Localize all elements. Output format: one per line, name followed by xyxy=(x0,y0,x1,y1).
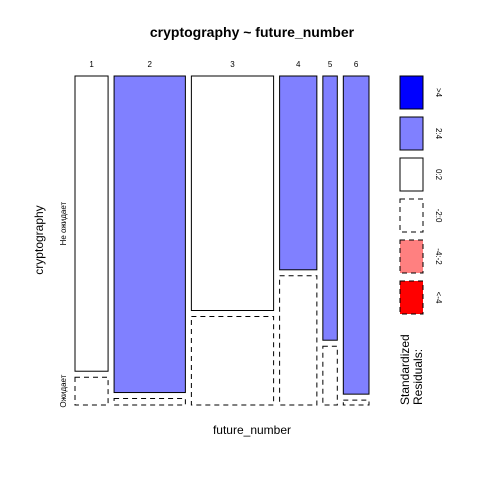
y-axis-label: cryptography xyxy=(32,205,46,274)
x-tick-labels: 1 2 3 4 5 6 xyxy=(89,60,359,69)
chart-title: cryptography ~ future_number xyxy=(150,24,355,40)
x-tick-1: 1 xyxy=(89,60,94,69)
x-tick-3: 3 xyxy=(230,60,235,69)
cell-5-ne-ozhidaet xyxy=(322,75,338,341)
legend-title-line-1: Residuals: xyxy=(411,349,425,405)
legend-title-line-0: Standardized xyxy=(398,334,412,405)
cell-1-ne-ozhidaet xyxy=(74,75,109,372)
legend-swatch-3 xyxy=(399,198,424,233)
x-tick-6: 6 xyxy=(354,60,359,69)
y-tick-labels: Не ожидает Ожидает xyxy=(59,201,68,407)
cell-2-ozhidaet xyxy=(113,398,186,406)
cell-4-ne-ozhidaet xyxy=(279,75,318,271)
cell-6-ozhidaet xyxy=(342,399,370,406)
legend-label-4: -4:-2 xyxy=(434,248,443,265)
cell-4-ozhidaet xyxy=(279,275,318,406)
legend: >4 2:4 0:2 -2:0 -4:-2 <-4 Standardized Residual… xyxy=(398,75,443,405)
legend-label-0: >4 xyxy=(434,88,443,98)
legend-swatch-4 xyxy=(399,239,424,274)
cell-1-ozhidaet xyxy=(74,376,109,406)
x-tick-2: 2 xyxy=(148,60,153,69)
cell-2-ne-ozhidaet xyxy=(113,75,186,394)
legend-swatch-0 xyxy=(399,75,424,110)
legend-swatch-1 xyxy=(399,116,424,151)
legend-label-2: 0:2 xyxy=(434,169,443,181)
legend-swatch-2 xyxy=(399,157,424,192)
cell-3-ozhidaet xyxy=(190,316,275,406)
cell-5-ozhidaet xyxy=(322,345,338,406)
cell-6-ne-ozhidaet xyxy=(342,75,370,395)
mosaic-cells xyxy=(74,75,370,406)
legend-swatch-5 xyxy=(399,280,424,315)
legend-label-3: -2:0 xyxy=(434,209,443,223)
legend-label-1: 2:4 xyxy=(434,128,443,140)
x-axis-label: future_number xyxy=(213,423,291,437)
y-tick-ne-ozhidaet: Не ожидает xyxy=(59,201,68,245)
cell-3-ne-ozhidaet xyxy=(190,75,275,311)
x-tick-4: 4 xyxy=(296,60,301,69)
legend-label-5: <-4 xyxy=(434,292,443,304)
x-tick-5: 5 xyxy=(328,60,333,69)
y-tick-ozhidaet: Ожидает xyxy=(59,374,68,407)
